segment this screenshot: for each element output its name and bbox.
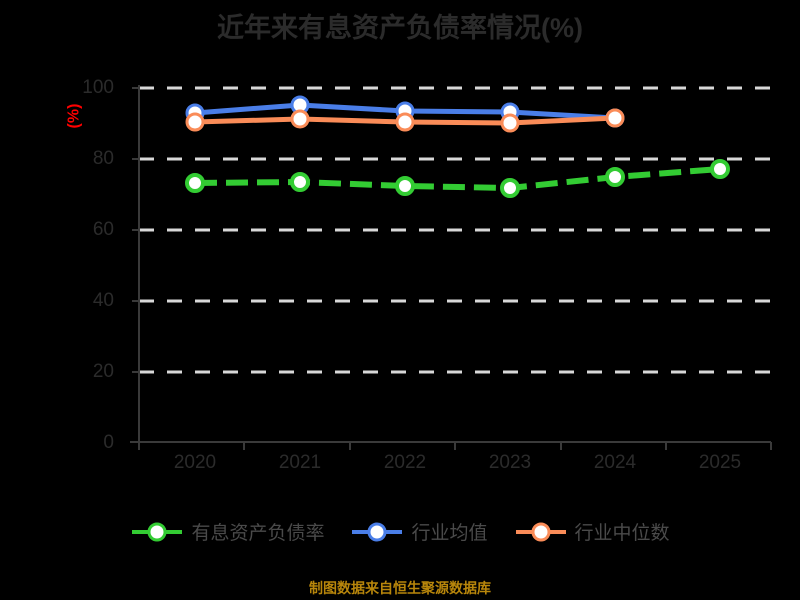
x-tick-label-2024: 2024: [593, 452, 637, 473]
legend-item-interest-bearing-debt-ratio[interactable]: 有息资产负债率: [130, 518, 324, 545]
series-markers-industry-median: [185, 108, 625, 133]
gridlines: [139, 86, 771, 374]
y-tick-label-20: 20: [92, 361, 114, 382]
series-line-interest-bearing-debt-ratio: [194, 166, 721, 191]
x-tick-label-2020: 2020: [173, 452, 217, 473]
legend-item-industry-mean[interactable]: 行业均值: [350, 518, 488, 545]
x-tick-label-2025: 2025: [698, 452, 742, 473]
y-tick-label-80: 80: [92, 148, 114, 169]
y-tick-label-40: 40: [92, 290, 114, 311]
y-tick-label-100: 100: [82, 77, 114, 98]
legend-label-industry-median: 行业中位数: [574, 523, 670, 544]
legend-item-industry-median[interactable]: 行业中位数: [514, 518, 670, 545]
chart-legend: 有息资产负债率 行业均值 行业中位数: [0, 518, 800, 545]
x-tick-label-2023: 2023: [488, 452, 532, 473]
legend-marker-green-icon: [132, 522, 183, 541]
x-tick-label-2021: 2021: [278, 452, 322, 473]
legend-label-interest-bearing-debt-ratio: 有息资产负债率: [191, 523, 325, 544]
legend-marker-blue-icon: [352, 522, 403, 541]
x-tick-label-2022: 2022: [383, 452, 427, 473]
chart-source-footer: 制图数据来自恒生聚源数据库: [309, 580, 491, 596]
axis-lines: [130, 85, 772, 450]
legend-label-industry-mean: 行业均值: [411, 523, 488, 544]
y-tick-label-0: 0: [103, 432, 114, 453]
legend-marker-orange-icon: [515, 522, 566, 541]
y-tick-label-60: 60: [92, 219, 114, 240]
chart-title: 近年来有息资产负债率情况(%): [217, 13, 583, 43]
series-markers-interest-bearing-debt-ratio: [185, 159, 730, 198]
